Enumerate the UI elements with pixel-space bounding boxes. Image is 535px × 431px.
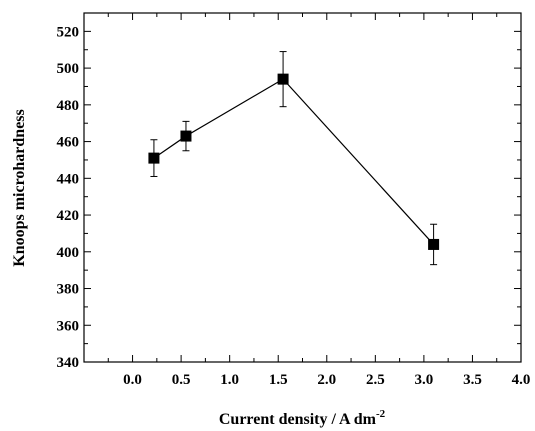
data-point-marker (428, 238, 440, 250)
y-tick-label: 340 (57, 355, 80, 371)
x-tick-label: 1.5 (269, 372, 288, 388)
x-tick-label: 2.5 (366, 372, 385, 388)
y-tick-label: 400 (57, 245, 80, 261)
y-tick-label: 500 (57, 61, 80, 77)
data-point-marker (277, 73, 289, 85)
x-tick-label: 0.0 (123, 372, 142, 388)
x-tick-label: 3.5 (463, 372, 482, 388)
data-point-marker (148, 152, 160, 164)
x-axis-title-text: Current density / A dm (219, 411, 377, 428)
y-tick-label: 420 (57, 208, 80, 224)
y-axis-title: Knoops microhardness (11, 109, 28, 267)
x-axis-ticks: 0.0 0.5 1.0 1.5 2.0 2.5 3.0 3.5 4.0 (107, 13, 531, 388)
x-tick-label: 2.0 (317, 372, 336, 388)
x-axis-title-superscript: -2 (376, 408, 386, 420)
y-tick-label: 360 (57, 318, 80, 334)
series-line (153, 78, 435, 245)
data-point-marker (180, 130, 192, 142)
y-axis-ticks: 340 360 380 400 420 440 460 480 500 520 (57, 24, 521, 371)
x-axis-title: Current density / A dm-2 (219, 408, 386, 428)
x-tick-label: 0.5 (172, 372, 191, 388)
x-tick-label: 1.0 (220, 372, 239, 388)
plot-frame (83, 12, 522, 363)
y-tick-label: 520 (57, 24, 80, 40)
y-tick-label: 440 (57, 171, 80, 187)
series-layer (148, 51, 440, 266)
y-tick-label: 480 (57, 98, 80, 114)
x-tick-label: 4.0 (512, 372, 531, 388)
y-tick-label: 460 (57, 135, 80, 151)
y-tick-label: 380 (57, 282, 80, 298)
x-tick-label: 3.0 (415, 372, 434, 388)
